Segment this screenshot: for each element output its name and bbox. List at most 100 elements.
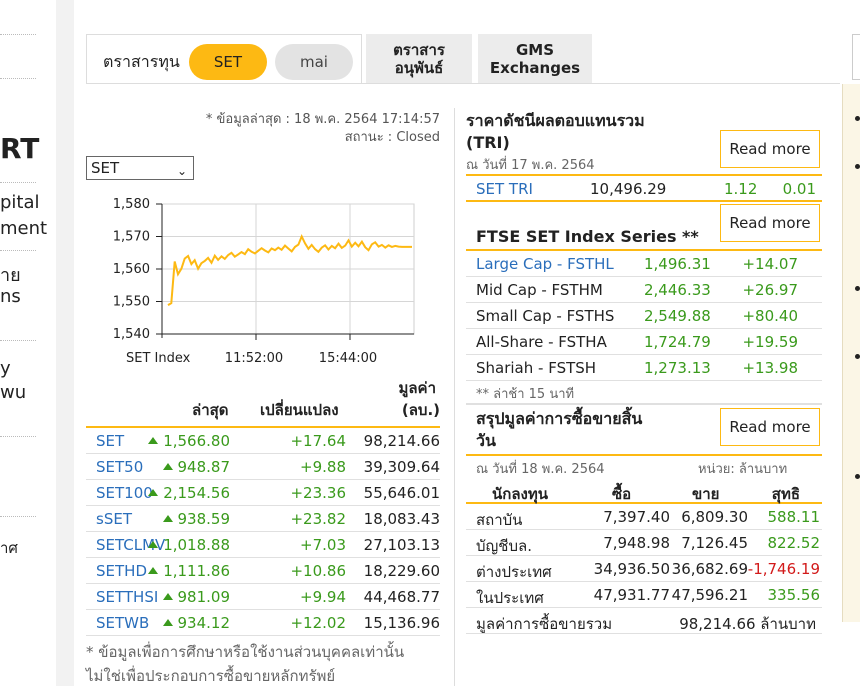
ftse-value: 2,446.33 [644, 281, 711, 299]
divider [0, 516, 36, 517]
divider [454, 108, 455, 686]
tri-date: ณ วันที่ 17 พ.ค. 2564 [466, 158, 595, 173]
ftse-change: +19.59 [742, 333, 798, 351]
up-arrow-icon [162, 619, 173, 626]
trading-read-more-button[interactable]: Read more [720, 408, 820, 446]
buy-value: 7,397.40 [603, 508, 670, 526]
ftse-name: Shariah - FSTSH [476, 359, 597, 377]
set-index-chart: 1,540 1,550 1,560 1,570 1,580 11:52:00 15:44:0… [113, 197, 415, 366]
sidebar-link[interactable]: pital [0, 192, 40, 213]
net-value: 822.52 [767, 534, 821, 552]
bullet-icon [855, 116, 860, 121]
table-row: SET 1,566.80 +17.64 98,214.66 [86, 428, 440, 454]
net-value: -1,746.19 [747, 560, 820, 578]
mai-pill-button[interactable]: mai [275, 44, 353, 80]
market-widget: ตราสารทุน SET mai ตราสาร อนุพันธ์ GMS Ex… [74, 0, 840, 686]
up-arrow-icon [148, 437, 159, 444]
sidebar-link[interactable]: าย [0, 265, 21, 286]
tri-change: 1.12 [724, 180, 758, 198]
index-symbol-link[interactable]: SET100 [96, 484, 153, 502]
trading-unit: หน่วย: ล้านบาท [698, 462, 788, 477]
sell-value: 36,682.69 [671, 560, 748, 578]
trading-row: ในประเทศ 47,931.77 47,596.21 335.56 [466, 582, 822, 608]
sell-value: 7,126.45 [681, 534, 748, 552]
ftse-name: Small Cap - FSTHS [476, 307, 615, 325]
sidebar-link[interactable]: ment [0, 218, 48, 239]
market-select[interactable]: SET ⌄ [86, 156, 194, 180]
y-tick-label: 1,570 [113, 230, 150, 245]
ftse-name[interactable]: Large Cap - FSTHL [476, 255, 614, 273]
index-symbol-link[interactable]: SET [96, 432, 125, 450]
tri-value: 10,496.29 [590, 180, 667, 198]
sell-value: 47,596.21 [671, 586, 748, 604]
last-value: 1,566.80 [148, 432, 230, 450]
last-updated: * ข้อมูลล่าสุด : 18 พ.ค. 2564 17:14:57 [205, 112, 440, 127]
ftse-value: 1,273.13 [644, 359, 711, 377]
header-investor: นักลงทุน [492, 485, 548, 503]
header-change: เปลี่ยนแปลง [260, 401, 339, 419]
chevron-down-icon: ⌄ [176, 164, 187, 178]
header-net: สุทธิ [771, 485, 800, 503]
tri-name-link[interactable]: SET TRI [476, 180, 533, 198]
ftse-row: Large Cap - FSTHL 1,496.31 +14.07 [466, 251, 822, 277]
table-row: SETWB 934.12 +12.02 15,136.96 [86, 610, 440, 636]
header-sell: ขาย [692, 485, 720, 503]
header-last: ล่าสุด [192, 401, 229, 419]
tri-read-more-button[interactable]: Read more [720, 130, 820, 168]
sidebar-link[interactable]: wu [0, 382, 27, 403]
ftse-row: Small Cap - FSTHS 2,549.88 +80.40 [466, 303, 822, 329]
sidebar-link[interactable]: าศ [0, 539, 18, 557]
tab-equity-label: ตราสารทุน [103, 52, 180, 71]
table-row: sSET 938.59 +23.82 18,083.43 [86, 506, 440, 532]
ftse-delay-note: ** ล่าช้า 15 นาที [476, 387, 575, 402]
sidebar-fragment: RT [0, 132, 40, 165]
divider [0, 436, 36, 437]
tab-equity[interactable]: ตราสารทุน SET mai [86, 34, 362, 84]
index-symbol-link[interactable]: SET50 [96, 458, 144, 476]
divider [0, 250, 36, 251]
divider [0, 182, 36, 183]
trade-value: 18,229.60 [363, 562, 440, 580]
index-symbol-link[interactable]: SETTHSI [96, 588, 159, 606]
tab-gms-label: GMS [515, 41, 555, 59]
total-label: มูลค่าการซื้อขายรวม [476, 615, 613, 633]
y-tick-label: 1,580 [113, 197, 150, 212]
table-row: SETCLMV 1,018.88 +7.03 27,103.13 [86, 532, 440, 558]
last-value: 948.87 [162, 458, 230, 476]
sidebar-link[interactable]: ns [0, 286, 21, 307]
last-value: 934.12 [162, 614, 230, 632]
last-value-text: 2,154.56 [163, 484, 230, 502]
index-symbol-link[interactable]: SETHD [96, 562, 147, 580]
last-value: 1,111.86 [148, 562, 230, 580]
ftse-change: +13.98 [742, 359, 798, 377]
divider [86, 83, 840, 84]
bullet-icon [855, 164, 860, 169]
divider [466, 174, 822, 176]
ftse-read-more-button[interactable]: Read more [720, 204, 820, 242]
tab-gms-exchanges[interactable]: GMS Exchanges [478, 34, 592, 84]
total-value: 98,214.66 ล้านบาท [679, 615, 816, 633]
index-symbol-link[interactable]: sSET [96, 510, 132, 528]
ftse-value: 1,724.79 [644, 333, 711, 351]
divider [0, 34, 36, 35]
divider [466, 403, 822, 405]
tri-row: SET TRI 10,496.29 1.12 0.01 [466, 176, 822, 202]
buy-value: 34,936.50 [593, 560, 670, 578]
tab-derivatives[interactable]: ตราสาร อนุพันธ์ [366, 34, 472, 84]
set-pill-button[interactable]: SET [189, 44, 267, 80]
tri-panel: ราคาดัชนีผลตอบแทนรวม (TRI) ณ วันที่ 17 พ… [466, 110, 822, 204]
up-arrow-icon [148, 489, 159, 496]
right-panel-edge [852, 34, 860, 80]
index-symbol-link[interactable]: SETCLMV [96, 536, 166, 554]
sidebar-link[interactable]: y [0, 358, 11, 379]
tab-gms-label: Exchanges [489, 59, 581, 77]
investor-type: ต่างประเทศ [476, 563, 552, 581]
header-buy: ซื้อ [612, 485, 632, 503]
tri-title: (TRI) [466, 133, 510, 152]
last-value-text: 938.59 [177, 510, 231, 528]
buy-value: 47,931.77 [593, 586, 670, 604]
index-symbol-link[interactable]: SETWB [96, 614, 150, 632]
bullet-icon [855, 474, 860, 479]
up-arrow-icon [162, 593, 173, 600]
change-value: +9.94 [300, 588, 346, 606]
